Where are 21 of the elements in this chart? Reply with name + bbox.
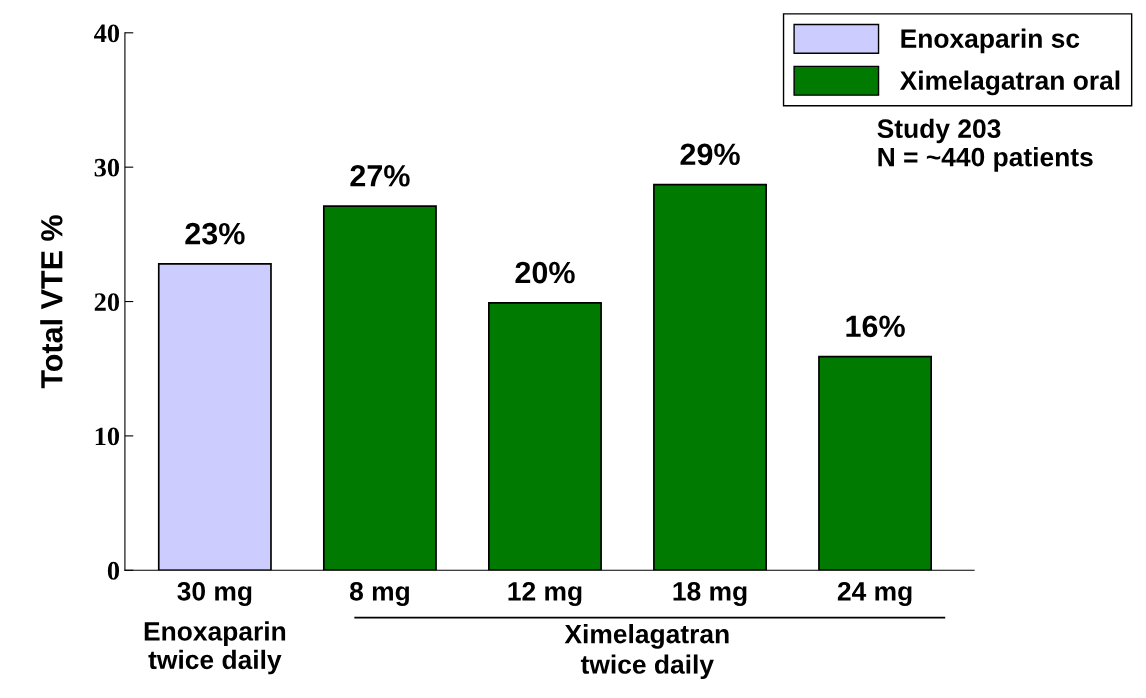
y-tick-label: 40	[94, 24, 120, 43]
legend-label: Enoxaparin sc	[901, 28, 1080, 54]
text: Ximelagatran twice daily	[564, 624, 729, 680]
data-label: 16%	[846, 315, 905, 338]
text: Enoxaparin twice daily	[144, 621, 286, 675]
y-tick-label: 10	[95, 427, 120, 446]
data-label: 29%	[680, 143, 740, 166]
x-tick-label: 30 mg	[177, 581, 252, 606]
data-label: 27%	[350, 165, 410, 187]
x-tick-label: 24 mg	[837, 581, 912, 606]
x-tick-label: 8 mg	[349, 581, 409, 606]
legend-label: Ximelagatran oral	[899, 70, 1120, 96]
y-tick-label: 0	[107, 561, 120, 580]
y-tick-label: 30	[94, 158, 120, 177]
x-tick-label: 18 mg	[673, 581, 747, 606]
y-axis-title: Total VTE %	[40, 215, 63, 389]
y-tick-label: 20	[94, 293, 120, 311]
annotation: Study 203 N = ~440 patients	[877, 118, 1093, 172]
x-tick-label: 12 mg	[508, 581, 582, 606]
data-label: 20%	[515, 261, 575, 284]
data-label: 23%	[185, 222, 245, 245]
